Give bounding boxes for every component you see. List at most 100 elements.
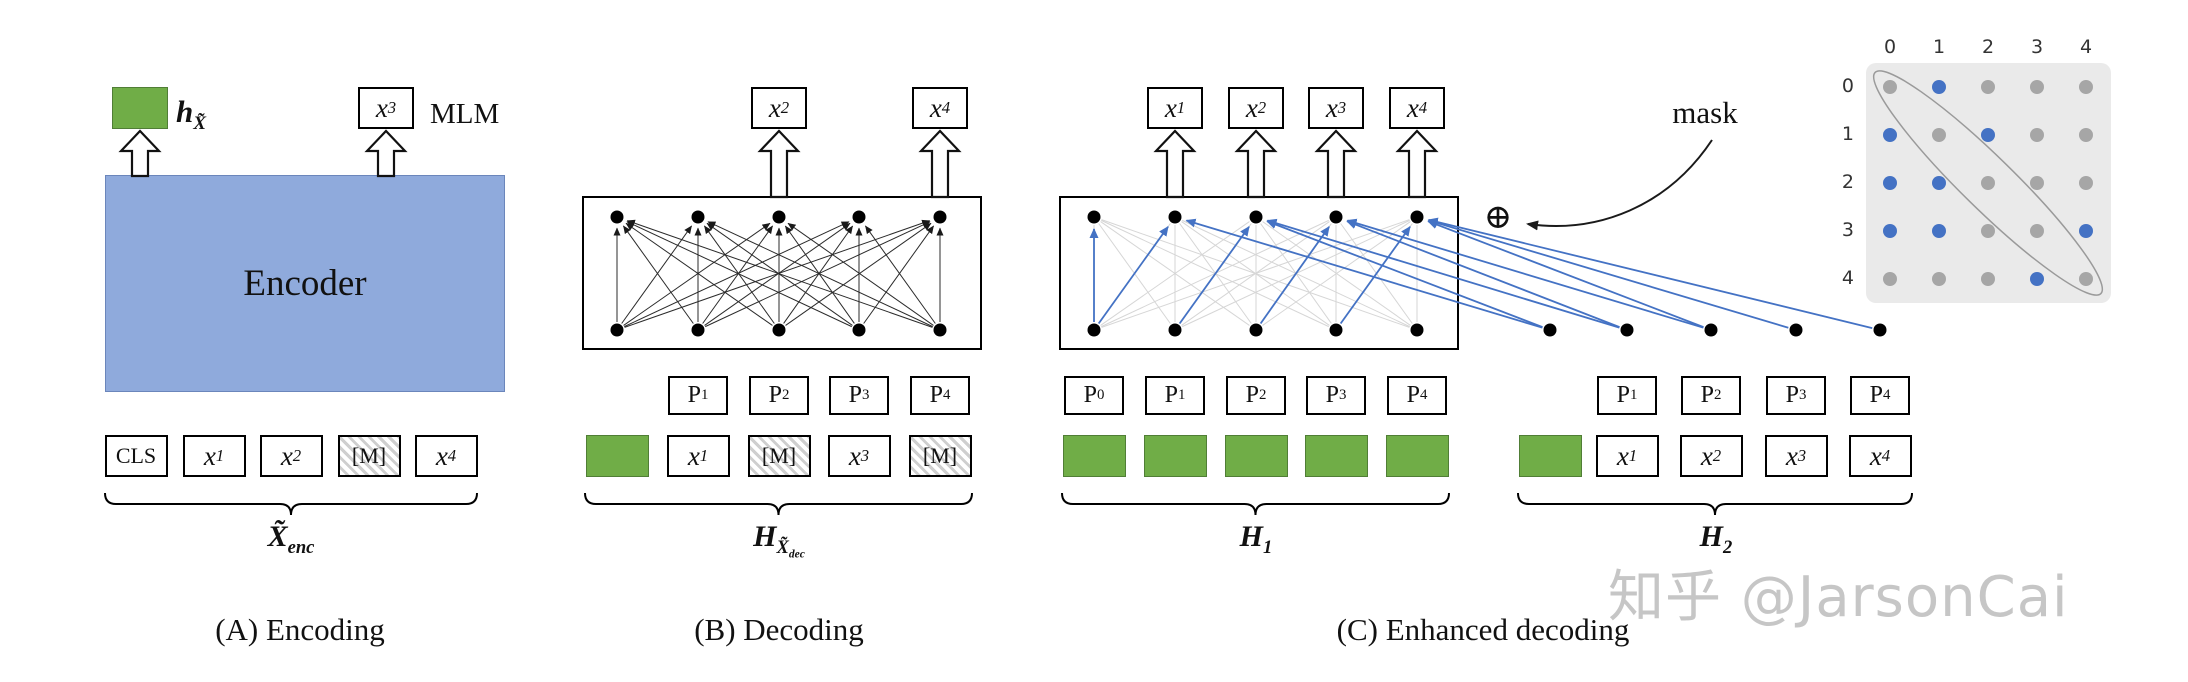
token-label: x — [375, 92, 388, 123]
matrix-col-label: 0 — [1883, 36, 1897, 58]
token-subscript: 1 — [1176, 98, 1186, 117]
brace-label-sub: 2 — [1723, 537, 1733, 558]
matrix-col-label: 4 — [2079, 36, 2093, 58]
token-subscript: 3 — [1338, 387, 1347, 403]
mask-arrow — [1526, 139, 1713, 231]
underbrace — [104, 492, 478, 516]
token-label: x — [1785, 440, 1798, 471]
token-subscript: 0 — [1096, 387, 1105, 403]
token-label: P — [848, 382, 862, 408]
block-arrow-up — [757, 129, 801, 199]
matrix-col-label: 1 — [1932, 36, 1946, 58]
caption-decoding: (B) Decoding — [694, 612, 864, 647]
token-label: P — [1245, 382, 1259, 408]
token-label: x — [1245, 92, 1258, 123]
decoder-attention-box-b — [582, 196, 982, 350]
token-subscript: 3 — [1337, 98, 1347, 117]
token-subscript: 3 — [1797, 446, 1807, 465]
token-subscript: 2 — [1258, 387, 1267, 403]
token-label: P — [1616, 382, 1630, 408]
block-arrow-up — [1395, 129, 1439, 199]
token-label: x — [1700, 440, 1713, 471]
x-enc-brace-label: X̃enc — [191, 520, 391, 559]
token-subscript: 2 — [1713, 387, 1722, 403]
token-label: x — [1325, 92, 1338, 123]
token-subscript: 2 — [1712, 446, 1722, 465]
token-label: x — [280, 440, 293, 471]
token-subscript: 4 — [447, 446, 457, 465]
token-subscript: 4 — [1418, 98, 1428, 117]
token-subscript: 2 — [1257, 98, 1267, 117]
token-label: [M] — [351, 443, 387, 468]
mask-embedding-box — [1143, 435, 1207, 477]
token-label: [M] — [922, 443, 958, 468]
matrix-row-label: 1 — [1841, 123, 1854, 145]
token-subscript: 2 — [292, 446, 302, 465]
block-arrow-up — [918, 129, 962, 199]
watermark-text: 知乎 @JarsonCai — [1608, 565, 2069, 630]
encoder-box: Encoder — [105, 175, 505, 392]
token-mask: [M] — [908, 435, 972, 477]
block-arrow-up — [364, 129, 408, 178]
token-label: x — [929, 92, 942, 123]
token-subscript: 4 — [1881, 446, 1891, 465]
token-subscript: 3 — [387, 98, 397, 117]
token-label: x — [435, 440, 448, 471]
token-label: P — [1700, 382, 1714, 408]
h-label-base: h — [176, 94, 194, 129]
token-subscript: 3 — [861, 387, 870, 403]
brace-label-base: H — [753, 520, 777, 553]
brace-label-base: H — [1699, 520, 1724, 553]
h-label-sub: X̃ — [193, 113, 207, 135]
matrix-col-label: 3 — [2030, 36, 2044, 58]
token-label: x — [1616, 440, 1629, 471]
mask-embedding-box — [1062, 435, 1126, 477]
brace-label-base: X̃ — [267, 520, 288, 553]
matrix-col-label: 2 — [1981, 36, 1995, 58]
block-arrow-up — [1234, 129, 1278, 199]
brace-label-base: H — [1239, 520, 1264, 553]
token-label: P — [929, 382, 943, 408]
token-label: [M] — [761, 443, 797, 468]
token-label: P — [1164, 382, 1178, 408]
token-subscript: 4 — [1419, 387, 1428, 403]
caption-enhanced-decoding: (C) Enhanced decoding — [1336, 612, 1630, 647]
matrix-row-label: 2 — [1841, 171, 1854, 193]
token-label: x — [1164, 92, 1177, 123]
token-subscript: 1 — [1628, 446, 1638, 465]
h2-brace-label: H2 — [1616, 520, 1816, 559]
token-label: x — [1406, 92, 1419, 123]
underbrace — [584, 492, 973, 516]
underbrace — [1061, 492, 1450, 516]
token-subscript: 1 — [699, 446, 709, 465]
embedding-box — [585, 435, 649, 477]
token-label: P — [687, 382, 701, 408]
attention-mask-matrix — [1866, 63, 2111, 303]
block-arrow-up — [1314, 129, 1358, 199]
token-subscript: 2 — [781, 387, 790, 403]
decoder-attention-box-c — [1059, 196, 1459, 350]
token-label: P — [1785, 382, 1799, 408]
mask-embedding-box — [1385, 435, 1449, 477]
token-label: P — [768, 382, 782, 408]
brace-label-sub: 1 — [1263, 537, 1273, 558]
token-subscript: 1 — [1177, 387, 1186, 403]
